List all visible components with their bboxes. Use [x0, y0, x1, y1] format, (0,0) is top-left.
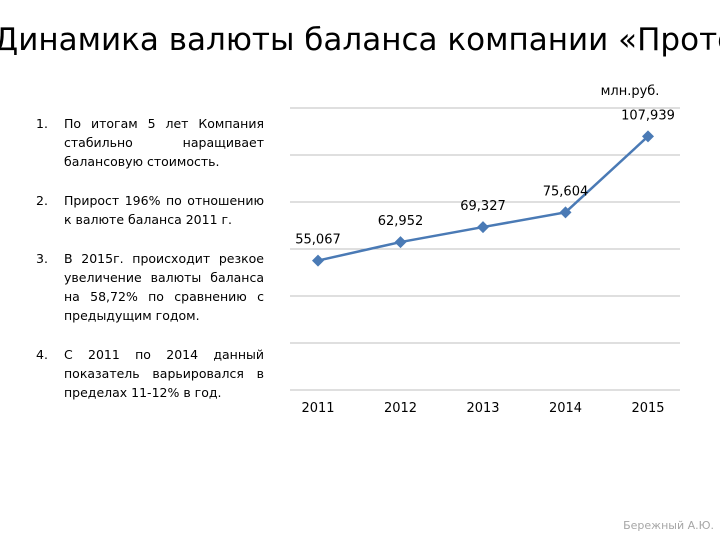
list-number: 4.	[36, 347, 48, 362]
x-tick-label: 2014	[549, 401, 582, 416]
x-tick-label: 2015	[631, 401, 664, 416]
data-label: 69,327	[460, 199, 506, 214]
gridlines	[290, 107, 680, 391]
data-label: 62,952	[378, 214, 424, 229]
x-tick-label: 2013	[466, 401, 499, 416]
list-number: 3.	[36, 251, 48, 266]
list-text: С 2011 по 2014 данный показатель варьиро…	[64, 347, 264, 400]
data-label: 55,067	[295, 233, 341, 248]
data-point	[559, 206, 572, 219]
list-item: 1. По итогам 5 лет Компания стабильно на…	[36, 114, 264, 171]
x-tick-label: 2012	[384, 401, 417, 416]
list-text: В 2015г. происходит резкое увеличение ва…	[64, 251, 264, 323]
list-text: Прирост 196% по отношению к валюте балан…	[64, 193, 264, 227]
slide-title: Динамика валюты баланса компании «Протек…	[0, 22, 720, 58]
x-axis-ticks: 2011 2012 2013 2014 2015	[301, 401, 664, 416]
x-tick-label: 2011	[301, 401, 334, 416]
data-point	[312, 254, 324, 267]
markers	[312, 130, 654, 267]
list-text: По итогам 5 лет Компания стабильно наращ…	[64, 116, 264, 169]
data-labels: 55,067 62,952 69,327 75,604 107,939	[295, 108, 675, 247]
data-label: 107,939	[621, 108, 675, 123]
key-points-list: 1. По итогам 5 лет Компания стабильно на…	[36, 114, 264, 422]
list-item: 2. Прирост 196% по отношению к валюте ба…	[36, 191, 264, 229]
data-point	[477, 221, 489, 234]
list-item: 4. С 2011 по 2014 данный показатель варь…	[36, 345, 264, 402]
data-point	[394, 236, 407, 249]
author-footer: Бережный А.Ю.	[623, 519, 714, 532]
data-point	[642, 130, 654, 143]
list-number: 2.	[36, 193, 48, 208]
data-label: 75,604	[543, 184, 589, 199]
list-item: 3. В 2015г. происходит резкое увеличение…	[36, 249, 264, 325]
unit-label: млн.руб.	[601, 84, 660, 99]
list-number: 1.	[36, 116, 48, 131]
